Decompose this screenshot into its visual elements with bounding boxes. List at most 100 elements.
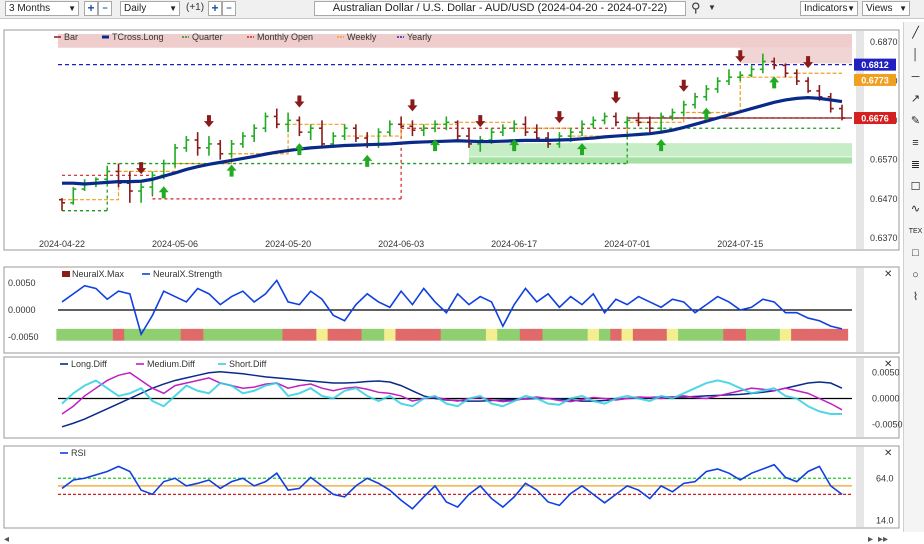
search-icon[interactable]: ⚲ (691, 0, 701, 15)
neuralx-max-cell (497, 328, 510, 341)
buy-arrow-icon (226, 164, 237, 177)
neuralx-max-cell (78, 328, 91, 341)
legend-swatch (62, 271, 70, 277)
buy-arrow-icon (577, 143, 587, 156)
buy-arrow-icon (362, 154, 373, 167)
price-pane-scrollbar (856, 31, 864, 249)
neuralx-max-cell (203, 328, 216, 341)
views-button[interactable]: Views ▼ (862, 1, 910, 16)
legend-label: Quarter (192, 32, 223, 42)
ohlc-bar (771, 57, 778, 70)
ohlc-bar (499, 124, 506, 137)
neuralx-max-cell (406, 328, 419, 341)
ohlc-bar (646, 116, 653, 133)
fibonacci-tool-icon[interactable]: ≣ (910, 159, 921, 171)
chevron-down-icon[interactable]: ▼ (708, 3, 716, 12)
ohlc-bar (839, 104, 845, 121)
neuralx-max-cell (124, 328, 136, 341)
neuralx-max-cell (474, 328, 487, 341)
ohlc-bar (172, 143, 179, 168)
neuralx-max-cell (734, 328, 747, 341)
symbol-field[interactable]: Australian Dollar / U.S. Dollar - AUD/US… (314, 1, 686, 16)
neuralx-max-cell (418, 328, 430, 341)
interval-select[interactable]: Daily ▼ (120, 1, 180, 16)
neuralx-max-cell (384, 328, 396, 341)
indicators-button[interactable]: Indicators ▼ (800, 1, 858, 16)
offset-label[interactable]: (+1) (186, 2, 205, 13)
sell-arrow-icon (136, 162, 147, 175)
support-zone-2 (468, 157, 852, 164)
views-label: Views (866, 3, 893, 14)
zoom-out-button[interactable]: − (98, 1, 112, 16)
ohlc-bar (454, 120, 461, 140)
close-icon: ✕ (884, 448, 892, 459)
chevron-down-icon: ▼ (847, 4, 855, 13)
rsi-pane-frame (3, 445, 900, 529)
range-select[interactable]: 3 Months ▼ (5, 1, 79, 16)
toolbar: 3 Months ▼ + − Daily ▼ (+1) + − Australian… (0, 0, 924, 19)
offset-minus-button[interactable]: − (222, 1, 236, 16)
indicators-label: Indicators (804, 3, 848, 14)
neuralx-max-cell (621, 328, 634, 341)
rsi-tick-label: 64.0 (876, 473, 894, 483)
legend-label: Yearly (407, 32, 432, 42)
ohlc-bar (239, 132, 246, 148)
neuralx-max-cell (632, 328, 645, 341)
close-icon: ✕ (884, 269, 892, 280)
ohlc-bar (669, 108, 676, 121)
brush-tool-icon[interactable]: ⌇ (912, 291, 919, 303)
sell-arrow-icon (610, 91, 621, 104)
text-tool-icon[interactable]: TEX (908, 228, 923, 235)
neuralx-max-cell (158, 328, 170, 341)
diff-series-line (61, 379, 842, 415)
trendline-tool-icon[interactable]: ╱ (912, 27, 919, 39)
neuralx-tick-label: 0.0000 (8, 305, 36, 315)
neuralx-max-cell (112, 328, 125, 341)
neuralx-max-cell (644, 328, 656, 341)
ohlc-bar (70, 187, 77, 205)
ohlc-bar (398, 116, 405, 129)
price-tag (854, 112, 896, 125)
ray-tool-icon[interactable]: ↗ (910, 93, 921, 105)
ohlc-bar (465, 128, 472, 148)
ohlc-bar (59, 198, 65, 211)
neuralx-max-cell (508, 328, 521, 341)
ohlc-bar (624, 116, 631, 129)
price-tick-label: 0.6570 (870, 155, 898, 165)
zoom-in-button[interactable]: + (84, 1, 98, 16)
ohlc-bar (612, 112, 619, 127)
neuralx-max-cell (576, 328, 589, 341)
rectangle-tool-icon[interactable]: □ (912, 247, 919, 259)
callout-tool-icon[interactable]: ☐ (910, 181, 921, 193)
scroll-right-icon: ▸ (868, 534, 873, 544)
ellipse-tool-icon[interactable]: ○ (912, 269, 919, 281)
neuralx-max-cell (180, 328, 193, 341)
chart-area[interactable]: 0.68700.67700.66700.65700.64700.63700.68… (0, 18, 903, 544)
neuralx-max-cell (666, 328, 679, 341)
horizontal-line-tool-icon[interactable]: ─ (911, 71, 920, 83)
legend-label: Bar (64, 32, 78, 42)
offset-plus-button[interactable]: + (208, 1, 222, 16)
sell-arrow-icon (475, 115, 486, 128)
buy-arrow-icon (769, 76, 780, 89)
rsi-pane-scrollbar (856, 447, 864, 527)
diff-tick-label: 0.0050 (872, 368, 900, 378)
pencil-tool-icon[interactable]: ✎ (910, 115, 921, 127)
ohlc-bar (205, 136, 212, 156)
neuralx-max-cell (350, 328, 363, 341)
ohlc-bar (782, 63, 789, 78)
ohlc-bar (579, 120, 585, 137)
vertical-line-tool-icon[interactable]: │ (912, 49, 919, 61)
channel-tool-icon[interactable]: ≡ (912, 137, 919, 149)
ohlc-bar (420, 124, 427, 137)
ohlc-bar (183, 136, 190, 152)
legend-label: RSI (71, 448, 86, 458)
neuralx-max-cell (327, 328, 340, 341)
price-tick-label: 0.6370 (870, 233, 898, 243)
neuralx-max-cell (712, 328, 724, 341)
buy-arrow-icon (509, 139, 520, 152)
legend-label: NeuralX.Max (72, 269, 125, 279)
arc-tool-icon[interactable]: ∿ (910, 203, 921, 215)
date-tick-label: 2024-06-03 (378, 239, 424, 249)
tcross-long-line (62, 95, 843, 186)
